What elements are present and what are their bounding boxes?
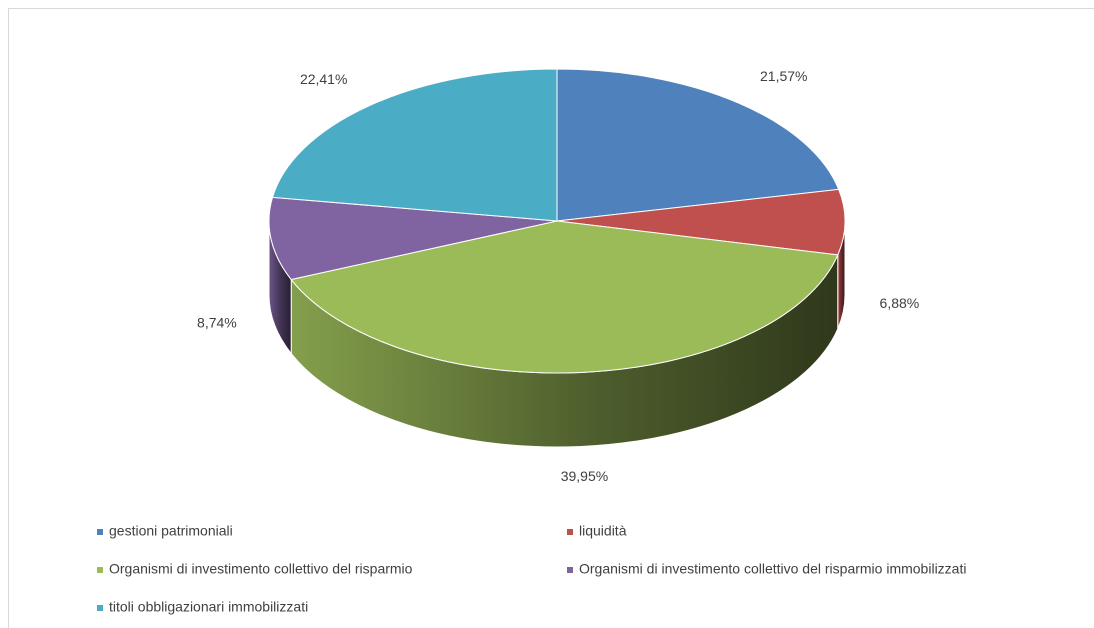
data-label: 6,88% [880,295,920,311]
legend-marker [97,529,103,535]
legend-label: Organismi di investimento collettivo del… [579,561,966,577]
slice [556,68,840,222]
data-label: 21,57% [760,68,807,84]
legend-label: liquidità [579,523,627,539]
legend-marker [567,529,573,535]
legend-marker [567,567,573,573]
slice [268,196,558,281]
data-label: 8,74% [197,315,237,331]
slice [290,220,839,374]
legend-label: titoli obbligazionari immobilizzati [109,599,308,615]
chart-border [8,8,1094,628]
slice [556,188,846,256]
legend-label: Organismi di investimento collettivo del… [109,561,413,577]
legend-label: gestioni patrimoniali [109,523,233,539]
data-label: 39,95% [561,468,608,484]
legend-marker [97,567,103,573]
slice [271,68,558,222]
legend-marker [97,605,103,611]
data-label: 22,41% [300,71,347,87]
